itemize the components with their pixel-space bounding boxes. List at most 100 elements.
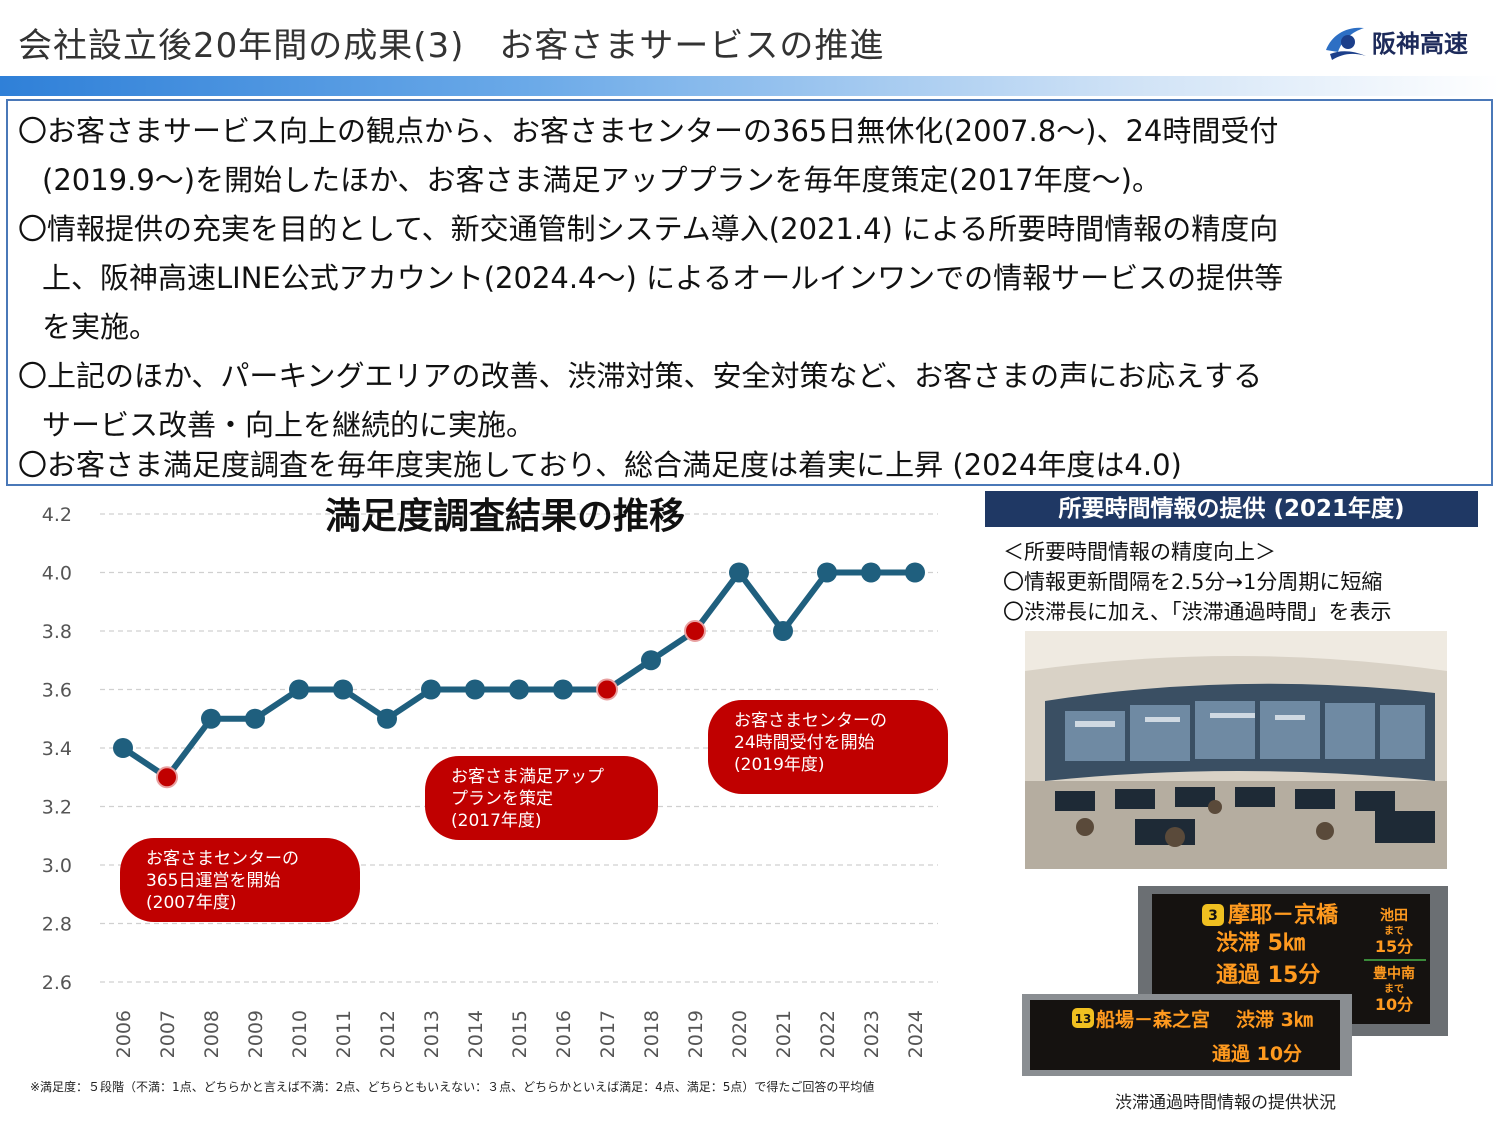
annotation-bubble: [120, 838, 360, 922]
annotation-text: プランを策定: [451, 789, 553, 809]
x-tick-label: 2022: [817, 1010, 839, 1058]
annotation-text: お客さまセンターの: [146, 849, 299, 869]
y-tick-label: 4.2: [42, 504, 72, 526]
x-tick-label: 2017: [597, 1010, 619, 1058]
sign-route: 船場－森之宮: [1096, 1008, 1210, 1031]
data-point: [465, 679, 485, 700]
summary-paragraph: 〇情報提供の充実を目的として、新交通管制システム導入(2021.4) による所要…: [18, 205, 1283, 352]
sign-jam: 渋滞 3㎞: [1236, 1008, 1313, 1031]
sign-jam: 渋滞 5㎞: [1216, 930, 1305, 956]
sign-side-text: 10分: [1375, 995, 1413, 1014]
sign-route-number: 13: [1075, 1012, 1092, 1026]
data-point: [905, 562, 925, 583]
x-tick-label: 2007: [157, 1010, 179, 1058]
summary-paragraph: 〇お客さま満足度調査を毎年度実施しており、総合満足度は着実に上昇 (2024年度…: [18, 441, 1182, 490]
data-point: [289, 679, 309, 700]
sign-time: 通過 15分: [1216, 962, 1320, 988]
satisfaction-line-chart: 4.2 4.0 3.8 3.6 3.4 3.2 3.0 2.8 2.6 2006 2007 2008 2…: [42, 496, 948, 1058]
data-point: [201, 708, 221, 729]
y-tick-label: 3.2: [42, 797, 72, 819]
x-tick-label: 2009: [245, 1010, 267, 1058]
data-point: [729, 562, 749, 583]
x-tick-label: 2011: [333, 1010, 355, 1058]
y-tick-label: 3.0: [42, 855, 72, 877]
annotation-bubble: [708, 700, 948, 794]
data-point: [421, 679, 441, 700]
y-tick-label: 4.0: [42, 563, 72, 585]
y-tick-label: 3.6: [42, 680, 72, 702]
chart-title: 満足度調査結果の推移: [325, 496, 685, 537]
x-tick-label: 2018: [641, 1010, 663, 1058]
x-tick-label: 2012: [377, 1010, 399, 1058]
x-tick-label: 2015: [509, 1010, 531, 1058]
summary-line: を実施。: [42, 310, 159, 344]
summary-line: 上、阪神高速LINE公式アカウント(2024.4～) によるオールインワンでの情…: [42, 261, 1284, 295]
annotation-text: (2017年度): [451, 811, 542, 831]
traffic-signs-graphic: 3 摩耶－京橋 渋滞 5㎞ 通過 15分 池田 まで 15分 豊中南 まで 10…: [1022, 886, 1448, 1076]
data-point: [245, 708, 265, 729]
data-point: [861, 562, 881, 583]
chart-footnote: ※満足度：５段階（不満：1点、どちらかと言えば不満：2点、どちらともいえない：３…: [30, 1080, 875, 1094]
logo-text: 阪神高速: [1372, 30, 1468, 58]
annotation-text: お客さまセンターの: [734, 711, 887, 731]
annotation-text: 24時間受付を開始: [734, 733, 875, 753]
x-tick-label: 2019: [685, 1010, 707, 1058]
control-room-photo: [1025, 631, 1447, 869]
summary-line: 〇お客さまサービス向上の観点から、お客さまセンターの365日無休化(2007.8…: [18, 114, 1279, 148]
data-point: [641, 650, 661, 671]
company-logo: 阪神高速: [1322, 20, 1492, 64]
logo-mark-icon: [1326, 27, 1366, 60]
side-panel-header: 所要時間情報の提供 (2021年度): [985, 491, 1478, 527]
summary-line: 〇上記のほか、パーキングエリアの改善、渋滞対策、安全対策など、お客さまの声にお応…: [18, 359, 1263, 393]
data-point: [817, 562, 837, 583]
side-subtitle: ＜所要時間情報の精度向上＞: [1003, 540, 1276, 564]
annotation-text: (2007年度): [146, 893, 237, 913]
y-tick-label: 3.4: [42, 738, 72, 760]
x-tick-label: 2014: [465, 1010, 487, 1058]
data-point: [773, 621, 793, 641]
x-tick-label: 2006: [113, 1010, 135, 1058]
sign-side-text: 15分: [1375, 937, 1413, 956]
data-point: [553, 679, 573, 700]
x-tick-label: 2013: [421, 1010, 443, 1058]
summary-paragraph: 〇お客さまサービス向上の観点から、お客さまセンターの365日無休化(2007.8…: [18, 107, 1278, 205]
annotation-text: (2019年度): [734, 755, 825, 775]
annotation-text: 365日運営を開始: [146, 871, 280, 891]
photo-caption: 渋滞通過時間情報の提供状況: [1115, 1093, 1336, 1113]
x-tick-label: 2023: [861, 1010, 883, 1058]
data-point: [684, 620, 706, 642]
sign-route-number: 3: [1208, 908, 1218, 924]
annotation-bubble: [425, 756, 658, 840]
data-point: [333, 679, 353, 700]
side-bullet: 〇渋滞長に加え、「渋滞通過時間」を表示: [1003, 600, 1392, 624]
sign-side-text: 池田: [1380, 907, 1408, 924]
traffic-signs-photo: 3 摩耶－京橋 渋滞 5㎞ 通過 15分 池田 まで 15分 豊中南 まで 10…: [1022, 886, 1448, 1076]
header-gradient-bar: [0, 76, 1500, 96]
y-tick-label: 3.8: [42, 621, 72, 643]
sign-side-text: まで: [1384, 983, 1404, 995]
data-point: [596, 678, 618, 701]
sign-time: 通過 10分: [1212, 1043, 1302, 1065]
summary-paragraph: 〇上記のほか、パーキングエリアの改善、渋滞対策、安全対策など、お客さまの声にお応…: [18, 352, 1262, 450]
sign-side-text: まで: [1384, 925, 1404, 937]
x-tick-label: 2024: [905, 1010, 927, 1058]
summary-line: (2019.9～)を開始したほか、お客さま満足アッププランを毎年度策定(2017…: [42, 163, 1161, 197]
x-tick-label: 2010: [289, 1010, 311, 1058]
x-tick-label: 2020: [729, 1010, 751, 1058]
data-point: [509, 679, 529, 700]
side-bullet: 〇情報更新間隔を2.5分→1分周期に短縮: [1003, 570, 1383, 594]
x-tick-label: 2021: [773, 1010, 795, 1058]
y-tick-label: 2.6: [42, 972, 72, 994]
y-tick-label: 2.8: [42, 914, 72, 936]
data-point: [156, 766, 178, 789]
x-tick-label: 2016: [553, 1010, 575, 1058]
summary-line: サービス改善・向上を継続的に実施。: [42, 408, 536, 442]
x-tick-label: 2008: [201, 1010, 223, 1058]
summary-box: 〇お客さまサービス向上の観点から、お客さまセンターの365日無休化(2007.8…: [6, 99, 1493, 486]
summary-line: 〇お客さま満足度調査を毎年度実施しており、総合満足度は着実に上昇 (2024年度…: [18, 448, 1182, 482]
annotation-text: お客さま満足アップ: [451, 767, 604, 787]
summary-line: 〇情報提供の充実を目的として、新交通管制システム導入(2021.4) による所要…: [18, 212, 1279, 246]
data-point: [377, 708, 397, 729]
data-point: [113, 738, 133, 758]
page-title: 会社設立後20年間の成果(3) お客さまサービスの推進: [18, 26, 885, 66]
